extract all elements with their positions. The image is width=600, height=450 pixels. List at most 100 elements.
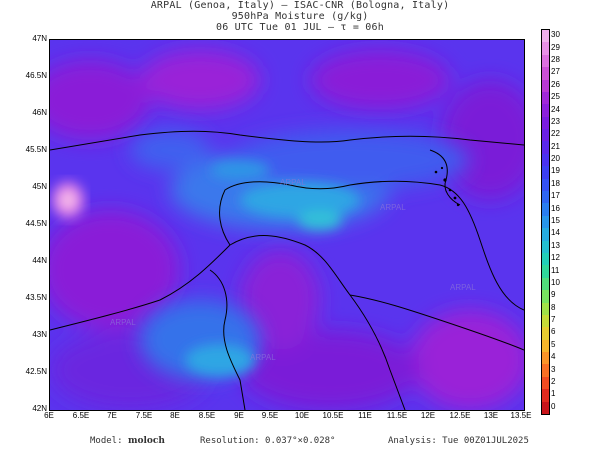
colorbar-segment bbox=[542, 352, 549, 365]
lat-label: 46N bbox=[32, 108, 47, 117]
lon-label: 12.5E bbox=[449, 411, 471, 420]
colorbar-tick-label: 12 bbox=[551, 253, 560, 263]
colorbar-segment bbox=[542, 153, 549, 167]
lat-label: 47N bbox=[32, 34, 47, 43]
colorbar-tick-label: 2 bbox=[551, 377, 556, 387]
colorbar-tick-label: 10 bbox=[551, 277, 560, 287]
colorbar-tick-label: 15 bbox=[551, 216, 560, 225]
colorbar-tick-label: 17 bbox=[551, 191, 560, 201]
colorbar-segment bbox=[542, 141, 549, 155]
colorbar-segment bbox=[542, 376, 549, 390]
colorbar-tick-label: 19 bbox=[551, 166, 560, 176]
lon-label: 9E bbox=[234, 411, 244, 420]
colorbar-segment bbox=[542, 215, 549, 229]
colorbar-segment bbox=[542, 401, 549, 415]
colorbar-segment bbox=[542, 389, 549, 403]
colorbar-tick-label: 28 bbox=[551, 54, 560, 64]
colorbar-segment bbox=[542, 228, 549, 242]
lon-label: 11.5E bbox=[386, 411, 408, 420]
model-name: moloch bbox=[127, 436, 165, 446]
colorbar-segment bbox=[542, 302, 549, 316]
watermarks: ARPAL ARPAL ARPAL ARPAL ARPAL bbox=[110, 178, 476, 362]
lon-label: 8.5E bbox=[198, 411, 216, 420]
field-blobs-cyan bbox=[185, 160, 360, 376]
colorbar-tick-label: 21 bbox=[551, 141, 560, 151]
lon-label: 13.5E bbox=[510, 411, 532, 420]
colorbar-segment bbox=[542, 252, 549, 266]
colorbar-segment bbox=[542, 327, 549, 341]
colorbar-segment bbox=[542, 129, 549, 142]
colorbar-segment bbox=[542, 203, 549, 217]
watermark-label: ARPAL bbox=[250, 353, 276, 362]
lat-label: 46.5N bbox=[25, 71, 47, 80]
lat-label: 42N bbox=[32, 404, 47, 413]
colorbar-tick-label: 9 bbox=[551, 290, 556, 300]
field-blobs-purple bbox=[50, 50, 524, 410]
watermark-label: ARPAL bbox=[450, 283, 476, 292]
lon-label: 6E bbox=[44, 411, 54, 420]
colorbar-segment bbox=[542, 54, 549, 68]
lat-label: 43N bbox=[32, 330, 47, 339]
watermark-label: ARPAL bbox=[280, 178, 306, 187]
colorbar-segment bbox=[542, 364, 549, 378]
lat-label: 44N bbox=[32, 256, 47, 265]
colorbar-tick-label: 22 bbox=[551, 129, 560, 139]
lat-label: 44.5N bbox=[25, 219, 47, 228]
colorbar-tick-label: 16 bbox=[551, 203, 560, 213]
colorbar-segment bbox=[542, 79, 549, 93]
colorbar-segment bbox=[542, 178, 549, 192]
colorbar-segment bbox=[542, 265, 549, 279]
colorbar-tick-label: 3 bbox=[551, 364, 556, 374]
colorbar-tick-label: 1 bbox=[551, 389, 556, 399]
watermark-label: ARPAL bbox=[110, 318, 136, 327]
lon-label: 9.5E bbox=[261, 411, 279, 420]
lon-label: 6.5E bbox=[72, 411, 90, 420]
lon-label: 10.5E bbox=[322, 411, 344, 420]
colorbar-segment bbox=[542, 116, 549, 130]
colorbar-tick-label: 20 bbox=[551, 154, 560, 164]
lon-label: 7.5E bbox=[135, 411, 153, 420]
colorbar-tick-label: 23 bbox=[551, 116, 560, 126]
lat-label: 45N bbox=[32, 182, 47, 191]
lon-label: 7E bbox=[107, 411, 117, 420]
colorbar-segment bbox=[542, 290, 549, 303]
colorbar bbox=[541, 29, 550, 415]
coastal-islands bbox=[434, 166, 460, 207]
colorbar-tick-label: 0 bbox=[551, 401, 556, 411]
colorbar-segment bbox=[542, 191, 549, 204]
colorbar-tick-label: 26 bbox=[551, 79, 560, 89]
colorbar-segment bbox=[542, 339, 549, 353]
colorbar-tick-label: 14 bbox=[551, 228, 560, 238]
colorbar-tick-label: 18 bbox=[551, 178, 560, 188]
colorbar-segment bbox=[542, 240, 549, 254]
colorbar-segment bbox=[542, 91, 549, 105]
footer-resolution: Resolution: 0.037°×0.028° bbox=[200, 436, 336, 446]
colorbar-tick-label: 13 bbox=[551, 240, 560, 250]
colorbar-segment bbox=[542, 30, 549, 43]
colorbar-tick-label: 8 bbox=[551, 302, 556, 312]
title-variable: 950hPa Moisture (g/kg) bbox=[231, 11, 369, 22]
lon-label: 12E bbox=[420, 411, 436, 420]
colorbar-tick-label: 11 bbox=[551, 265, 560, 275]
colorbar-tick-label: 6 bbox=[551, 327, 556, 337]
coastline-borders bbox=[50, 130, 524, 410]
footer-analysis: Analysis: Tue 00Z01JUL2025 bbox=[388, 436, 529, 446]
colorbar-segment bbox=[542, 166, 549, 180]
moisture-map: ARPAL ARPAL ARPAL ARPAL ARPAL bbox=[49, 39, 525, 411]
lat-label: 43.5N bbox=[25, 293, 47, 302]
lat-label: 45.5N bbox=[25, 145, 47, 154]
colorbar-tick-label: 4 bbox=[551, 352, 556, 362]
colorbar-segment bbox=[542, 314, 549, 328]
title-block: ARPAL (Genoa, Italy) – ISAC-CNR (Bologna… bbox=[0, 0, 600, 33]
colorbar-segment bbox=[542, 42, 549, 56]
colorbar-segment bbox=[542, 67, 549, 81]
colorbar-tick-label: 30 bbox=[551, 30, 560, 40]
lon-label: 13E bbox=[483, 411, 499, 420]
lon-label: 8E bbox=[170, 411, 180, 420]
footer-model: Model: moloch bbox=[90, 436, 165, 446]
colorbar-segment bbox=[542, 104, 549, 118]
lat-label: 42.5N bbox=[25, 367, 47, 376]
colorbar-tick-label: 5 bbox=[551, 339, 556, 349]
title-agencies: ARPAL (Genoa, Italy) – ISAC-CNR (Bologna… bbox=[150, 0, 450, 11]
model-label: Model: bbox=[90, 436, 123, 446]
